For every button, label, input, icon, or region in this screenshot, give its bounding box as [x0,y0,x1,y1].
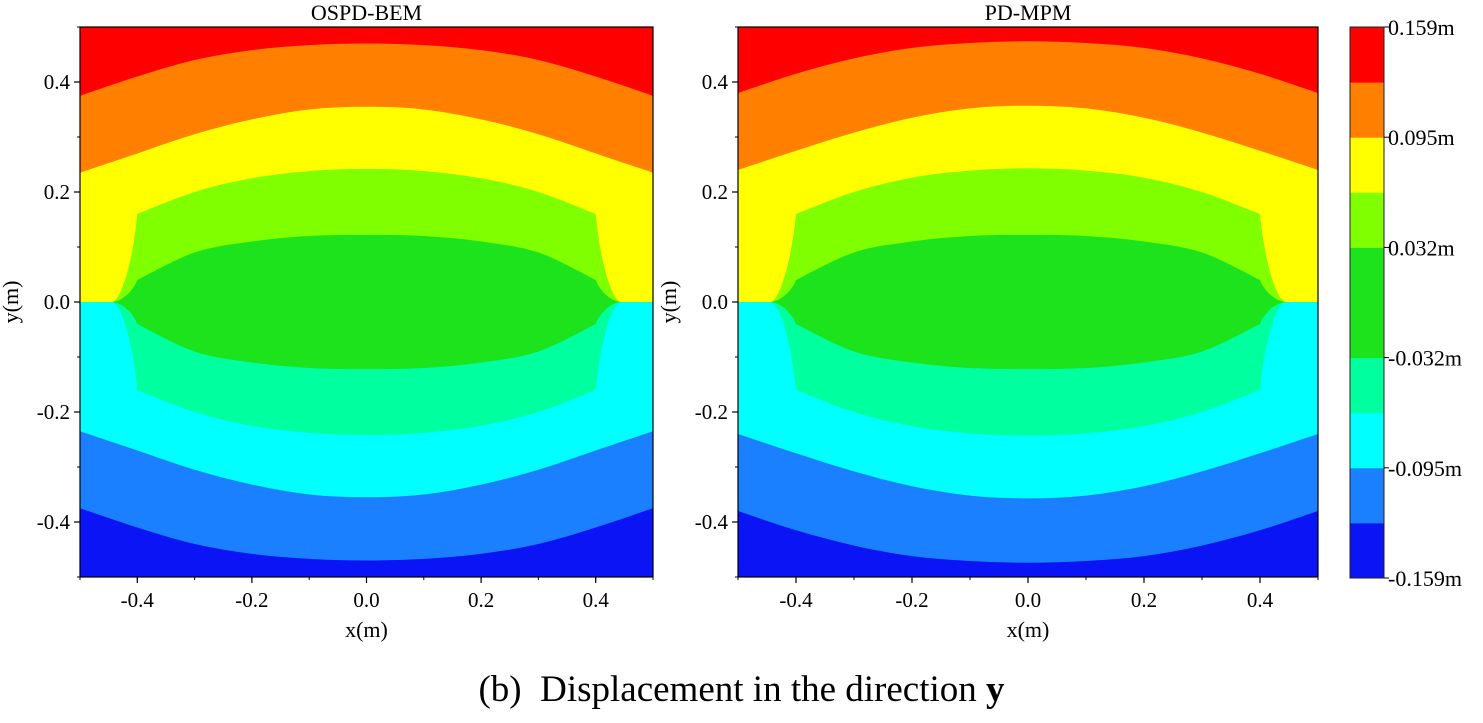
panel-pd-mpm: -0.4 -0.2 0.0 0.2 0.4 -0.4 -0.2 0.0 0.2 0.4 PD-MPM… [656,0,1319,642]
x-tick-label: 0.4 [583,588,610,612]
y-axis-label: y(m) [0,281,23,324]
colorbar-segment [1350,357,1384,414]
colorbar-label: 0.159m [1388,15,1455,40]
x-tick-label: 0.2 [468,588,494,612]
x-tick-label: -0.4 [121,588,155,612]
colorbar: 0.159m 0.095m 0.032m -0.032m -0.095m -0.159m [1349,15,1462,591]
colorbar-segment [1350,522,1384,579]
colorbar-segment [1350,192,1384,248]
caption-prefix: (b) [478,669,522,710]
contour-field [738,27,1318,577]
x-axis-label: x(m) [345,617,388,642]
band-green-lower [769,302,1287,370]
caption-text: Displacement in the direction [540,669,977,710]
chart-title: OSPD-BEM [311,0,422,25]
y-tick-label: 0.0 [44,290,70,314]
x-tick-label: -0.4 [779,588,813,612]
contour-field [80,27,653,577]
band-green-upper [769,234,1287,302]
y-tick-label: -0.4 [37,510,71,534]
caption-axis: y [986,669,1005,710]
y-tick-label: -0.4 [695,510,729,534]
x-tick-label: 0.2 [1131,588,1157,612]
y-tick-label: 0.4 [44,70,71,94]
figure-caption: (b) Displacement in the direction y [0,668,1483,711]
x-tick-label: 0.4 [1247,588,1274,612]
band-green-upper [111,234,622,302]
y-tick-label: 0.2 [44,180,70,204]
y-tick-label: 0.0 [702,290,728,314]
band-green-lower [111,302,622,370]
x-axis-label: x(m) [1007,617,1050,642]
y-tick-label: 0.4 [702,70,729,94]
colorbar-label: -0.032m [1388,346,1462,371]
colorbar-label: -0.159m [1388,566,1462,591]
y-axis-label: y(m) [656,281,681,324]
colorbar-segment [1350,82,1384,138]
colorbar-segment [1350,27,1384,83]
colorbar-label: -0.095m [1388,456,1462,481]
y-tick-label: 0.2 [702,180,728,204]
x-tick-label: 0.0 [353,588,379,612]
colorbar-segment [1350,467,1384,524]
colorbar-label: 0.095m [1388,125,1455,150]
colorbar-segment [1350,302,1384,359]
x-tick-label: 0.0 [1015,588,1041,612]
figure: -0.4 -0.2 0.0 0.2 0.4 -0.4 -0.2 0.0 0.2 0.4 OSPD-B… [0,0,1462,642]
colorbar-frame [1349,26,1385,579]
colorbar-segment [1350,412,1384,469]
colorbar-segment [1350,137,1384,193]
colorbar-segment [1350,247,1384,303]
x-tick-label: -0.2 [235,588,268,612]
panel-ospd-bem: -0.4 -0.2 0.0 0.2 0.4 -0.4 -0.2 0.0 0.2 0.4 OSPD-B… [0,0,654,642]
y-tick-label: -0.2 [37,400,70,424]
colorbar-label: 0.032m [1388,235,1455,260]
y-tick-label: -0.2 [695,400,728,424]
x-tick-label: -0.2 [895,588,928,612]
chart-title: PD-MPM [985,0,1072,25]
